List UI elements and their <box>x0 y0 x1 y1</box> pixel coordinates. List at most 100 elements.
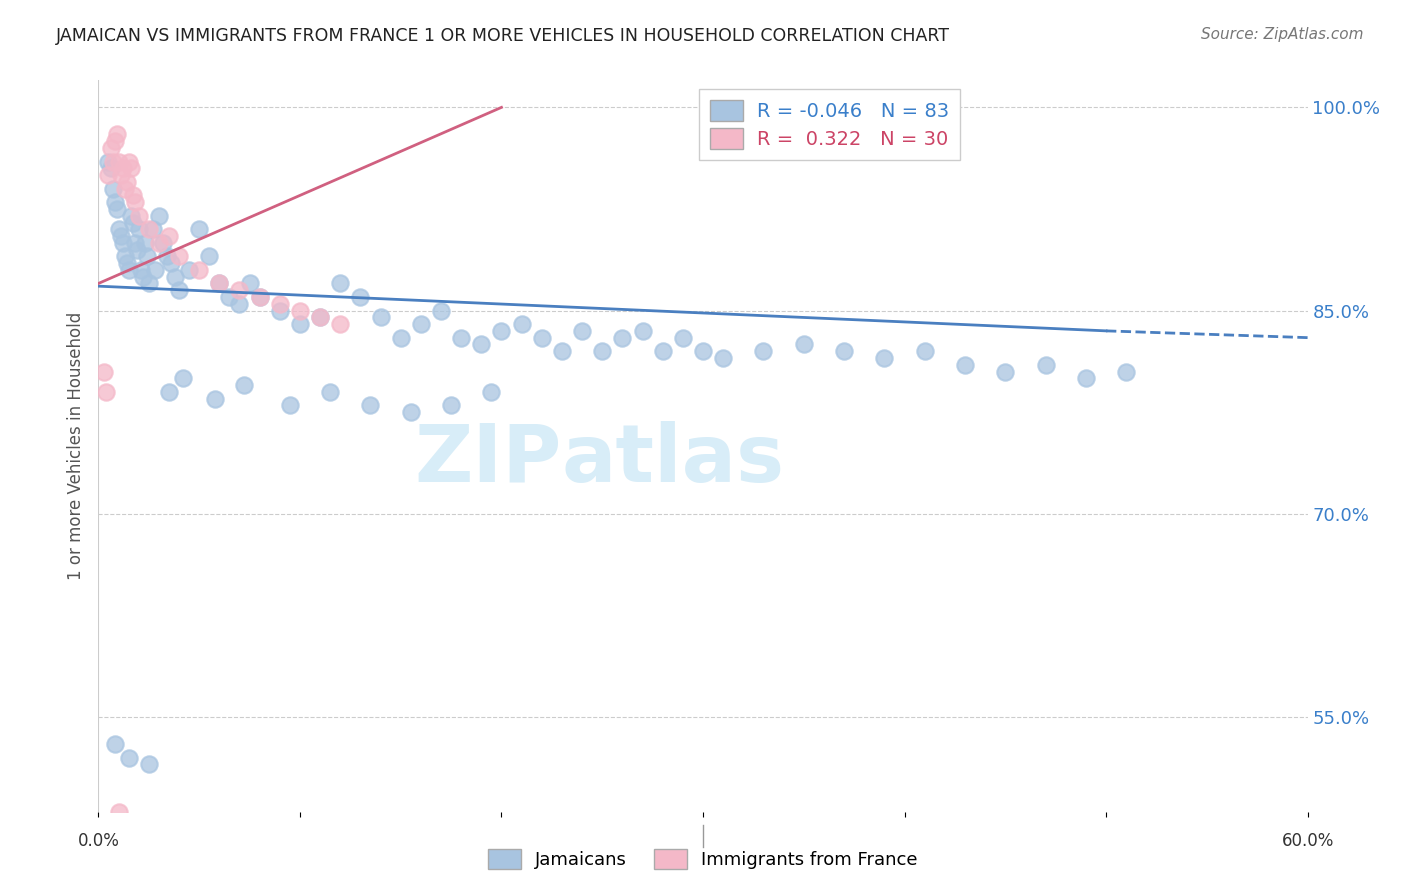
Point <box>269 297 291 311</box>
Point <box>309 310 332 325</box>
Legend: R = -0.046   N = 83, R =  0.322   N = 30: R = -0.046 N = 83, R = 0.322 N = 30 <box>699 89 960 160</box>
Point <box>319 384 342 399</box>
Point <box>249 290 271 304</box>
Point <box>409 317 432 331</box>
Point <box>110 229 132 244</box>
Text: 60.0%: 60.0% <box>1281 832 1334 850</box>
Point <box>124 195 146 210</box>
Point <box>142 222 165 236</box>
Point <box>148 209 170 223</box>
Point <box>93 364 115 378</box>
Point <box>121 215 143 229</box>
Point <box>157 229 180 244</box>
Point <box>105 202 128 216</box>
Point <box>309 310 332 325</box>
Point <box>103 737 125 751</box>
Point <box>167 283 190 297</box>
Point <box>129 263 152 277</box>
Point <box>1074 371 1097 385</box>
Point <box>278 398 301 412</box>
Point <box>198 249 221 263</box>
Point <box>157 384 180 399</box>
Text: atlas: atlas <box>562 420 785 499</box>
Point <box>163 269 186 284</box>
Point <box>793 337 815 351</box>
Point <box>612 331 634 345</box>
Point <box>288 303 311 318</box>
Point <box>349 290 371 304</box>
Point <box>120 161 142 176</box>
Point <box>360 398 382 412</box>
Point <box>329 277 352 291</box>
Point <box>107 805 129 819</box>
Point <box>249 290 271 304</box>
Point <box>399 405 422 419</box>
Point <box>118 263 141 277</box>
Point <box>124 235 146 250</box>
Point <box>148 235 170 250</box>
Point <box>188 222 211 236</box>
Point <box>188 263 211 277</box>
Point <box>832 344 855 359</box>
Point <box>1115 364 1137 378</box>
Point <box>591 344 613 359</box>
Point <box>631 324 654 338</box>
Point <box>389 331 412 345</box>
Point <box>103 134 125 148</box>
Point <box>138 222 160 236</box>
Point <box>128 222 150 236</box>
Point <box>118 154 141 169</box>
Point <box>101 181 124 195</box>
Point <box>551 344 574 359</box>
Point <box>672 331 695 345</box>
Point <box>115 175 138 189</box>
Point <box>172 371 194 385</box>
Point <box>101 154 124 169</box>
Point <box>125 243 148 257</box>
Point <box>914 344 936 359</box>
Point <box>571 324 593 338</box>
Point <box>1035 358 1057 372</box>
Point <box>450 331 472 345</box>
Point <box>440 398 463 412</box>
Point <box>111 161 134 176</box>
Point <box>128 209 150 223</box>
Point <box>121 188 143 202</box>
Point <box>100 141 122 155</box>
Point <box>651 344 673 359</box>
Point <box>107 154 129 169</box>
Point <box>530 331 553 345</box>
Point <box>232 378 254 392</box>
Text: JAMAICAN VS IMMIGRANTS FROM FRANCE 1 OR MORE VEHICLES IN HOUSEHOLD CORRELATION C: JAMAICAN VS IMMIGRANTS FROM FRANCE 1 OR … <box>56 27 950 45</box>
Point <box>138 757 160 772</box>
Point <box>470 337 492 351</box>
Legend: Jamaicans, Immigrants from France: Jamaicans, Immigrants from France <box>479 839 927 879</box>
Point <box>208 277 231 291</box>
Point <box>228 297 250 311</box>
Point <box>288 317 311 331</box>
Text: 0.0%: 0.0% <box>77 832 120 850</box>
Point <box>370 310 392 325</box>
Point <box>179 263 201 277</box>
Point <box>491 324 513 338</box>
Text: ZIP: ZIP <box>415 420 562 499</box>
Point <box>132 269 155 284</box>
Point <box>692 344 714 359</box>
Point <box>160 256 183 270</box>
Point <box>752 344 775 359</box>
Point <box>329 317 352 331</box>
Point <box>711 351 734 365</box>
Point <box>97 168 120 182</box>
Point <box>152 235 174 250</box>
Point <box>110 168 132 182</box>
Point <box>167 249 190 263</box>
Point <box>138 277 160 291</box>
Point <box>114 249 136 263</box>
Point <box>120 209 142 223</box>
Point <box>204 392 226 406</box>
Point <box>100 161 122 176</box>
Point <box>134 235 156 250</box>
Point <box>510 317 533 331</box>
Point <box>135 249 157 263</box>
Point <box>97 154 120 169</box>
